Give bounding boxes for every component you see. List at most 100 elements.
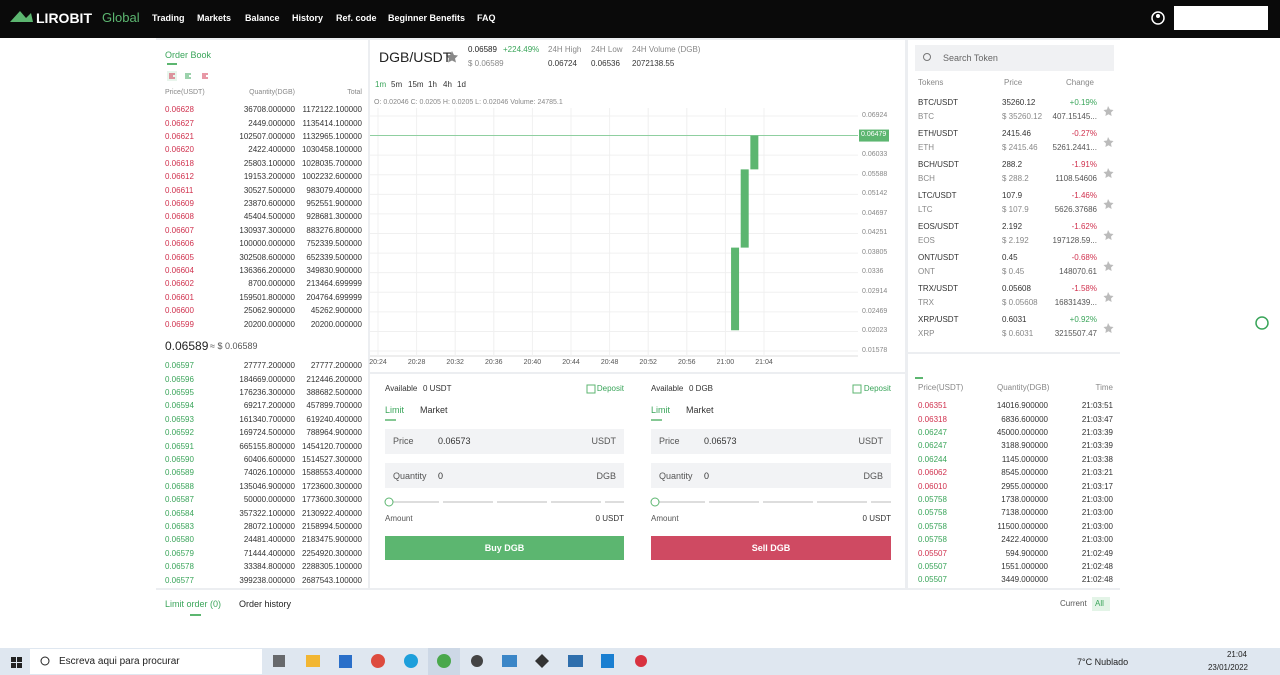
view-icon[interactable] [185,73,191,79]
nav-link[interactable]: Markets [197,12,232,23]
market-pair[interactable]: XRP/USDT [918,315,959,325]
panel-title[interactable]: Order Book [165,49,212,60]
buy-button[interactable] [385,536,624,560]
trade-quantity: 3188.900000 [1001,441,1048,451]
orders-filter[interactable]: All [1095,599,1104,609]
favorite-star[interactable] [1103,199,1114,209]
slider-handle[interactable] [384,497,394,507]
app-icon[interactable] [471,655,483,667]
order-type-tab[interactable]: Market [686,404,714,415]
x-tick-label: 20:24 [369,358,387,366]
nav-link[interactable]: Trading [152,12,185,23]
app-icon[interactable] [273,655,285,667]
slider-handle[interactable] [650,497,660,507]
nav-link[interactable]: Beginner Benefits [388,12,466,23]
trade-time: 21:02:48 [1081,575,1113,585]
trade-time: 21:03:47 [1081,414,1113,424]
favorite-star[interactable] [1103,230,1114,240]
market-price: 288.2 [1002,160,1023,170]
account-box[interactable] [1174,6,1268,30]
mid-usd: ≈ $ 0.06589 [210,340,258,351]
y-tick-label: 0.06924 [862,111,888,119]
order-type-tab[interactable]: Limit [385,404,405,415]
market-pair[interactable]: TRX/USDT [918,284,958,294]
column-header[interactable]: Price [1004,78,1023,88]
market-pair[interactable]: EOS/USDT [918,222,959,232]
price-input[interactable] [385,429,624,454]
favorite-star[interactable] [1103,292,1114,302]
quantity: 130937.300000 [239,225,295,235]
app-icon[interactable] [502,655,517,667]
app-icon[interactable] [339,655,352,668]
app-icon[interactable] [568,655,583,667]
x-tick-label: 21:04 [755,358,773,366]
order-type-tab[interactable]: Limit [651,404,671,415]
amount: 0 USDT [862,514,891,524]
quantity: 69217.200000 [243,401,295,411]
app-icon[interactable] [306,655,320,667]
quantity-input[interactable] [651,463,891,488]
favorite-star[interactable] [1103,323,1114,333]
favorite-star[interactable] [1103,137,1114,147]
deposit-link[interactable]: Deposit [596,384,624,394]
interval[interactable]: 1d [457,80,466,90]
interval[interactable]: 1m [375,80,387,90]
button-label[interactable]: Buy DGB [484,542,525,553]
interval[interactable]: 5m [391,80,403,90]
support-icon[interactable] [1255,316,1269,330]
orders-tab[interactable]: Order history [239,598,292,609]
trade-time: 21:03:39 [1081,441,1113,451]
app-icon[interactable] [371,654,385,668]
taskbar-search[interactable]: Escreva aqui para procurar [59,656,180,667]
quantity: 23870.600000 [243,199,295,208]
column-header[interactable]: Change [1065,78,1094,88]
quantity: 136366.200000 [239,266,295,275]
order-type-tab[interactable]: Market [420,404,448,415]
user-icon[interactable] [1151,11,1165,25]
app-icon[interactable] [635,655,647,667]
view-icon[interactable] [202,73,208,79]
price: 0.06593 [165,414,194,424]
button-label[interactable]: Sell DGB [751,542,791,553]
total: 952551.900000 [306,199,362,208]
market-base: XRP [918,329,935,339]
market-pair[interactable]: LTC/USDT [918,191,957,201]
trade-price: 0.06247 [918,428,947,437]
market-pair[interactable]: ETH/USDT [918,129,958,139]
nav-link[interactable]: History [292,12,324,23]
taskbar-search-box[interactable] [30,649,262,674]
nav-link[interactable]: Balance [245,12,280,23]
market-change: -1.46% [1071,191,1097,201]
app-icon[interactable] [601,654,614,668]
deposit-link[interactable]: Deposit [863,384,891,394]
favorite-star[interactable] [1103,106,1114,116]
orders-tab[interactable]: Limit order (0) [165,598,222,609]
market-price: 35260.12 [1002,98,1036,108]
windows-logo[interactable] [11,657,22,668]
search-box[interactable] [915,45,1114,71]
orders-filter[interactable]: Current [1060,599,1087,609]
interval[interactable]: 4h [443,80,452,90]
favorite-star[interactable] [1103,261,1114,271]
trade-quantity: 45000.000000 [996,428,1048,437]
market-pair[interactable]: ONT/USDT [918,253,959,263]
price-input[interactable] [651,429,891,454]
market-usd: $ 2.192 [1002,236,1029,246]
nav-link[interactable]: Ref. code [336,12,377,23]
interval[interactable]: 1h [428,80,437,90]
nav-link[interactable]: FAQ [477,12,496,23]
market-pair[interactable]: BCH/USDT [918,160,959,170]
trades-panel [908,354,1120,588]
app-icon[interactable] [404,654,418,668]
market-volume: 197128.59... [1052,236,1097,246]
quantity-input[interactable] [385,463,624,488]
column-header[interactable]: Tokens [918,78,944,88]
x-tick-label: 20:32 [446,358,464,366]
interval[interactable]: 15m [408,80,424,90]
market-pair[interactable]: BTC/USDT [918,98,958,108]
app-icon[interactable] [535,654,549,668]
favorite-star[interactable] [1103,168,1114,178]
sell-button[interactable] [651,536,891,560]
price: 0.06600 [165,306,194,316]
favorite-star[interactable] [446,51,458,63]
